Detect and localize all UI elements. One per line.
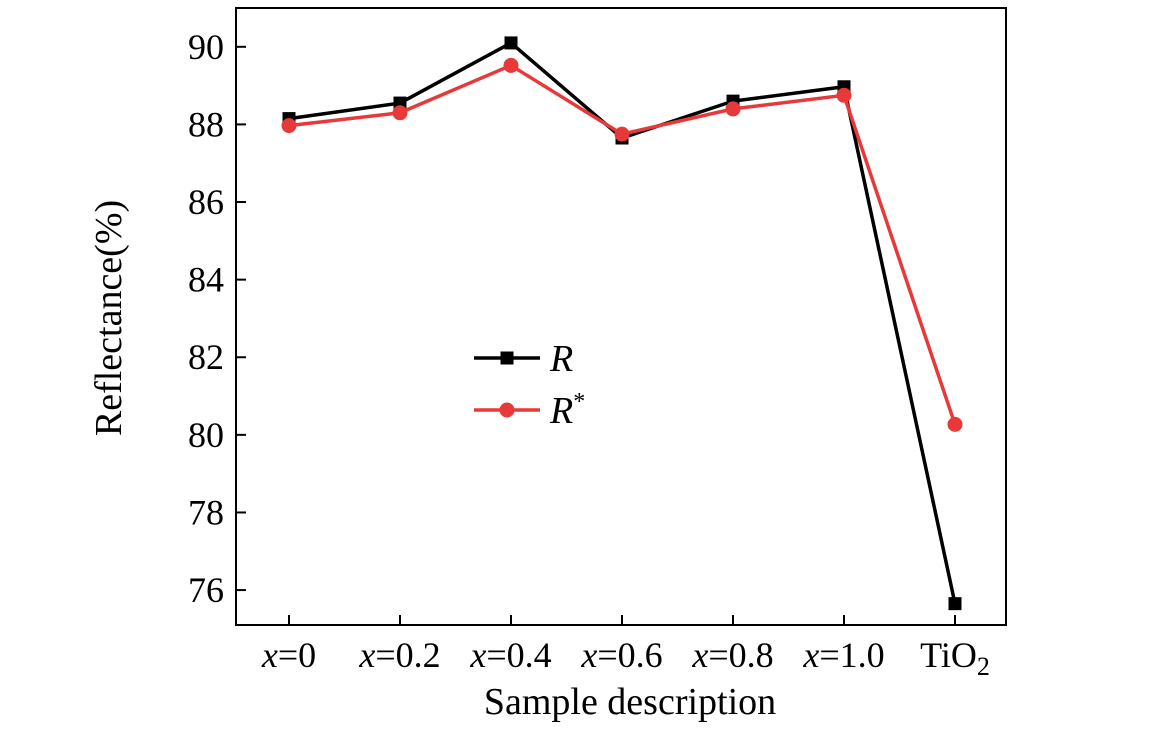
x-tick-label: x=0.2 <box>358 635 440 675</box>
data-point-r-star <box>614 126 630 142</box>
x-tick-label-num: 0.2 <box>396 635 441 675</box>
y-tick-label: 76 <box>188 570 224 610</box>
x-axis-ticks: x=0 x=0.2 x=0.4 x=0.6 x=0.8 x=1.0 TiO2 <box>261 615 990 681</box>
x-tick-label-num: 0.8 <box>729 635 774 675</box>
y-tick-label: 80 <box>188 415 224 455</box>
x-tick-label-subscript: 2 <box>977 652 990 681</box>
x-tick-label-var: x <box>469 635 486 675</box>
legend-label: R <box>549 338 573 380</box>
x-tick-label: x=1.0 <box>802 635 884 675</box>
x-tick-label-var: x <box>802 635 819 675</box>
y-tick-label: 82 <box>188 337 224 377</box>
x-tick-label: x=0.6 <box>580 635 662 675</box>
x-tick-label-var: x <box>261 635 278 675</box>
x-tick-label-op: = <box>819 635 839 675</box>
legend-marker-circle <box>499 402 515 418</box>
y-tick-label: 84 <box>188 260 224 300</box>
data-point-r-star <box>947 416 963 432</box>
series-layer <box>281 36 963 611</box>
legend-marker-square <box>500 351 514 365</box>
data-point-r <box>948 597 962 611</box>
data-point-r-star <box>725 101 741 117</box>
y-tick-label: 90 <box>188 27 224 67</box>
x-axis-title: Sample description <box>484 681 776 723</box>
plot-frame <box>235 7 1007 626</box>
data-point-r-star <box>836 87 852 103</box>
x-tick-label: x=0.8 <box>691 635 773 675</box>
x-tick-label-op: = <box>486 635 506 675</box>
y-axis-title: Reflectance(%) <box>88 200 130 436</box>
y-axis-ticks: 76 78 80 82 84 86 88 90 <box>188 27 246 610</box>
data-point-r <box>504 36 518 50</box>
legend-label-name: R <box>549 390 573 432</box>
data-point-r-star <box>503 57 519 73</box>
legend: RR* <box>474 338 585 432</box>
x-tick-label-num: 0.4 <box>507 635 552 675</box>
x-tick-label-var: x <box>358 635 375 675</box>
x-tick-label-var: x <box>580 635 597 675</box>
x-tick-label-num: 0 <box>298 635 316 675</box>
data-point-r-star <box>392 105 408 121</box>
x-tick-label-text: TiO <box>920 635 977 675</box>
legend-label: R* <box>549 389 585 432</box>
x-tick-label-num: 1.0 <box>840 635 885 675</box>
y-tick-label: 78 <box>188 492 224 532</box>
legend-label-superscript: * <box>573 389 585 415</box>
x-tick-label: TiO2 <box>920 635 990 681</box>
legend-label-name: R <box>549 338 573 380</box>
data-point-r-star <box>281 118 297 134</box>
x-tick-label: x=0.4 <box>469 635 551 675</box>
x-tick-label-num: 0.6 <box>618 635 663 675</box>
x-tick-label: x=0 <box>261 635 316 675</box>
x-tick-label-op: = <box>278 635 298 675</box>
series-line-1 <box>288 63 957 425</box>
y-tick-label: 86 <box>188 182 224 222</box>
x-tick-label-op: = <box>375 635 395 675</box>
y-tick-label: 88 <box>188 104 224 144</box>
x-tick-label-op: = <box>597 635 617 675</box>
x-tick-label-op: = <box>708 635 728 675</box>
x-tick-label-var: x <box>691 635 708 675</box>
